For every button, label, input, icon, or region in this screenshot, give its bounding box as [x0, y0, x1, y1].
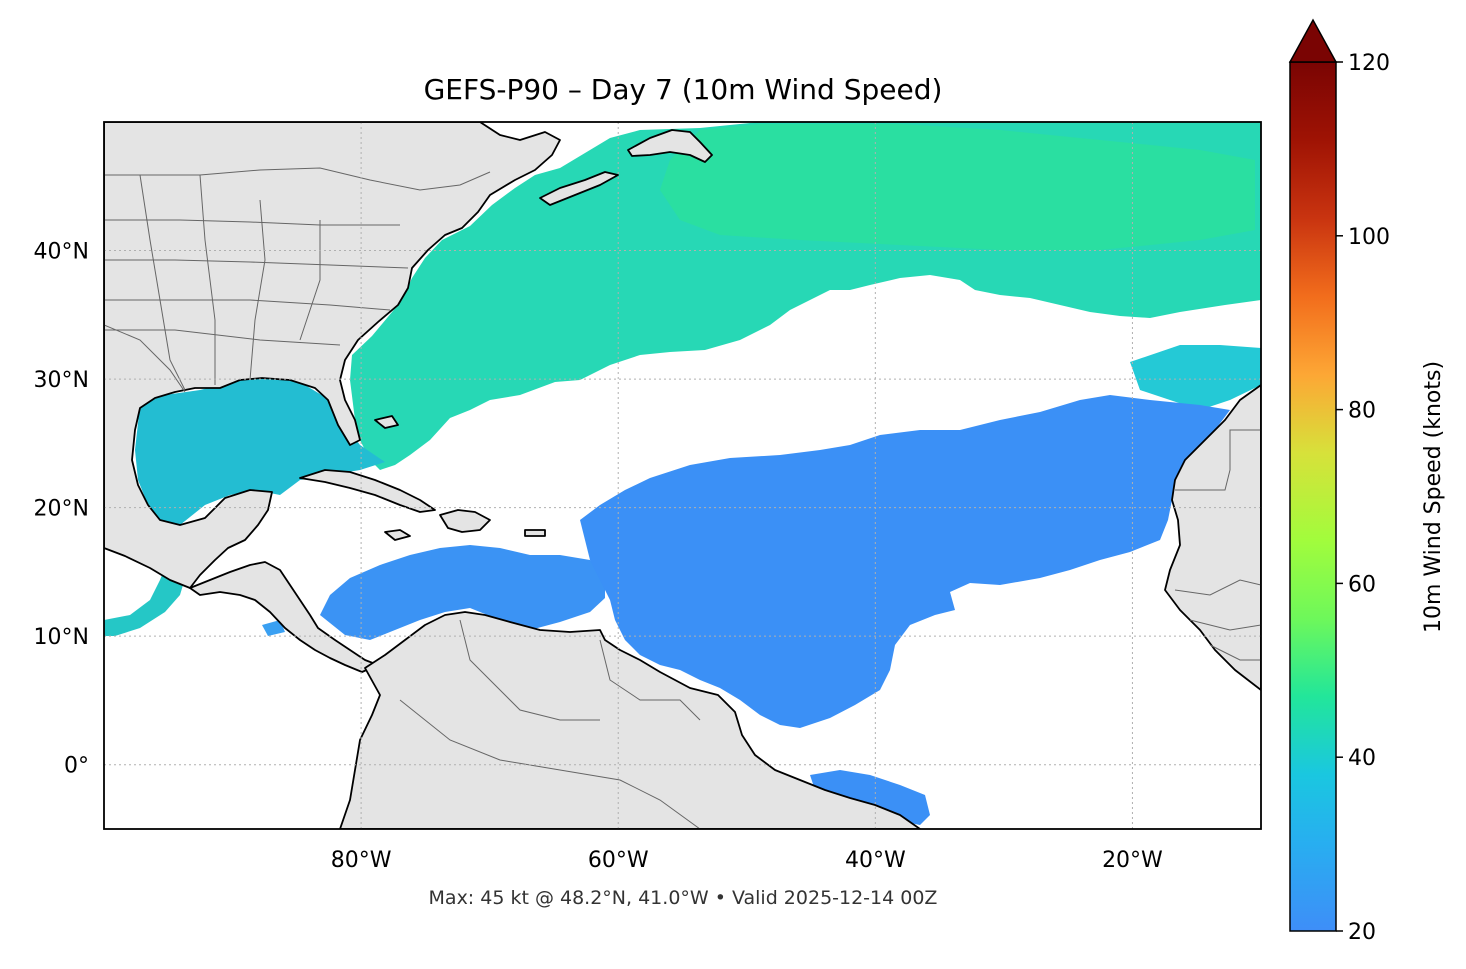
colorbar-ticks: 20 40 60 80 100 120: [1336, 51, 1390, 945]
borders: [104, 167, 1261, 829]
lat-tick-label: 0°: [64, 754, 89, 779]
colorbar-tick-label: 80: [1348, 399, 1376, 424]
border-states-v4: [299, 220, 321, 341]
land-nova-scotia: [539, 171, 619, 206]
lat-tick-label: 30°N: [34, 368, 89, 393]
lat-tick-label: 20°N: [34, 497, 89, 522]
land-bahamas: [374, 415, 399, 429]
lat-tick-label: 40°N: [34, 240, 89, 265]
land-hispaniola: [439, 509, 491, 533]
wind-field: [104, 122, 1261, 825]
border-africa-1: [1175, 429, 1261, 491]
lat-ticks: 40°N 30°N 20°N 10°N 0°: [34, 240, 89, 779]
lon-ticks: 80°W 60°W 40°W 20°W: [331, 848, 1163, 873]
border-states-4: [104, 329, 341, 346]
colorbar: 20 40 60 80 100 120 10m Wind Speed (knots): [1288, 18, 1446, 945]
map-frame: [103, 121, 1262, 830]
border-states-v3: [249, 199, 266, 381]
wind-field-pacific: [104, 560, 186, 636]
wind-field-gulf: [135, 378, 385, 525]
land: [104, 122, 1261, 829]
land-south-america: [339, 611, 921, 829]
border-states-3: [104, 299, 391, 311]
wind-field-caribbean: [320, 545, 605, 640]
land-central-america: [189, 561, 379, 673]
map-title: GEFS-P90 – Day 7 (10m Wind Speed): [424, 73, 943, 106]
colorbar-tick-label: 20: [1348, 920, 1376, 945]
border-south-america-2: [399, 699, 701, 829]
land-puerto-rico: [524, 529, 546, 537]
border-states-v2: [199, 174, 216, 385]
border-south-america-1: [459, 619, 600, 721]
border-south-america-3: [599, 639, 701, 721]
border-mexico: [104, 324, 186, 393]
wind-field-equatorial: [810, 770, 930, 825]
colorbar-extend-arrow: [1288, 18, 1338, 63]
footer-text: Max: 45 kt @ 48.2°N, 41.0°W • Valid 2025…: [429, 887, 938, 909]
lon-tick-label: 40°W: [845, 848, 906, 873]
land-cuba: [299, 469, 436, 513]
border-states-2: [104, 259, 409, 269]
colorbar-label: 10m Wind Speed (knots): [1421, 361, 1446, 633]
wind-field-tropical-atlantic: [580, 395, 1230, 728]
border-africa-4: [1209, 644, 1261, 661]
wind-field-north-atlantic-bright: [660, 124, 1255, 250]
colorbar-tick-label: 40: [1348, 746, 1376, 771]
land-newfoundland: [627, 129, 713, 163]
lon-tick-label: 20°W: [1102, 848, 1163, 873]
colorbar-gradient: [1289, 61, 1337, 932]
lon-tick-label: 60°W: [588, 848, 649, 873]
lon-tick-label: 80°W: [331, 848, 392, 873]
colorbar-tick-label: 100: [1348, 225, 1390, 250]
border-us-canada: [104, 167, 491, 191]
lat-tick-label: 10°N: [34, 625, 89, 650]
wind-field-pacific-small: [262, 620, 285, 636]
colorbar-tick-label: 120: [1348, 51, 1390, 76]
border-africa-2: [1174, 579, 1261, 596]
colorbar-tick-label: 60: [1348, 572, 1376, 597]
land-africa: [1164, 384, 1261, 691]
border-states-1: [104, 219, 400, 226]
border-states-v1: [139, 174, 186, 391]
border-africa-3: [1189, 619, 1261, 631]
wind-field-eastern-patch: [1130, 345, 1261, 410]
map-area: [104, 122, 1261, 829]
land-jamaica: [384, 529, 411, 541]
